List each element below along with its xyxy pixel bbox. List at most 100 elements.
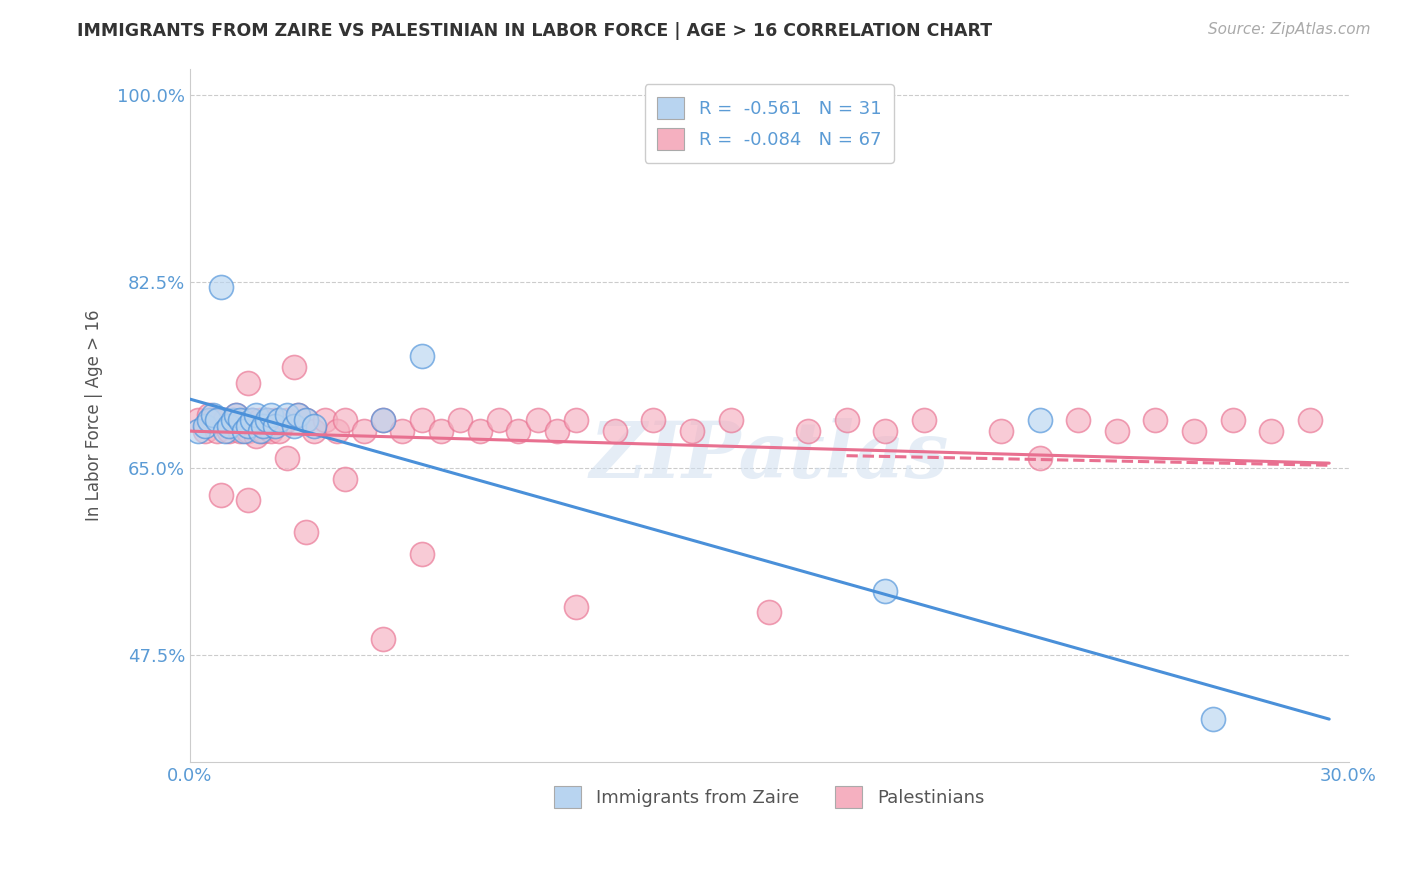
Point	[205, 413, 228, 427]
Point	[302, 424, 325, 438]
Point	[240, 413, 263, 427]
Point	[233, 424, 256, 438]
Point	[218, 424, 240, 438]
Point	[912, 413, 935, 427]
Text: Source: ZipAtlas.com: Source: ZipAtlas.com	[1208, 22, 1371, 37]
Point	[508, 424, 530, 438]
Point	[411, 413, 433, 427]
Point	[198, 408, 221, 422]
Point	[326, 424, 349, 438]
Point	[391, 424, 413, 438]
Point	[1260, 424, 1282, 438]
Point	[565, 413, 588, 427]
Point	[546, 424, 568, 438]
Point	[1202, 712, 1225, 726]
Point	[236, 424, 259, 438]
Point	[797, 424, 820, 438]
Point	[287, 408, 309, 422]
Point	[1182, 424, 1205, 438]
Point	[283, 360, 305, 375]
Point	[260, 424, 283, 438]
Point	[681, 424, 703, 438]
Point	[205, 424, 228, 438]
Point	[194, 418, 217, 433]
Point	[295, 413, 318, 427]
Point	[449, 413, 471, 427]
Point	[371, 413, 394, 427]
Point	[256, 413, 278, 427]
Point	[245, 429, 267, 443]
Point	[468, 424, 491, 438]
Point	[835, 413, 858, 427]
Point	[1028, 450, 1050, 465]
Point	[245, 408, 267, 422]
Point	[276, 450, 298, 465]
Point	[411, 547, 433, 561]
Point	[194, 424, 217, 438]
Point	[252, 424, 274, 438]
Point	[603, 424, 626, 438]
Point	[314, 413, 336, 427]
Point	[302, 418, 325, 433]
Point	[295, 413, 318, 427]
Point	[430, 424, 453, 438]
Point	[333, 472, 356, 486]
Point	[214, 424, 236, 438]
Point	[221, 413, 243, 427]
Point	[236, 376, 259, 391]
Point	[720, 413, 742, 427]
Point	[249, 424, 271, 438]
Point	[287, 408, 309, 422]
Point	[249, 413, 271, 427]
Text: IMMIGRANTS FROM ZAIRE VS PALESTINIAN IN LABOR FORCE | AGE > 16 CORRELATION CHART: IMMIGRANTS FROM ZAIRE VS PALESTINIAN IN …	[77, 22, 993, 40]
Point	[875, 584, 897, 599]
Point	[276, 408, 298, 422]
Point	[267, 413, 290, 427]
Point	[202, 408, 225, 422]
Point	[236, 418, 259, 433]
Point	[371, 632, 394, 647]
Point	[202, 413, 225, 427]
Point	[411, 350, 433, 364]
Point	[333, 413, 356, 427]
Point	[526, 413, 548, 427]
Point	[353, 424, 375, 438]
Point	[264, 418, 287, 433]
Y-axis label: In Labor Force | Age > 16: In Labor Force | Age > 16	[86, 310, 103, 521]
Point	[187, 424, 209, 438]
Point	[187, 413, 209, 427]
Point	[1144, 413, 1167, 427]
Point	[256, 413, 278, 427]
Point	[1028, 413, 1050, 427]
Point	[236, 493, 259, 508]
Point	[283, 418, 305, 433]
Point	[267, 424, 290, 438]
Point	[214, 413, 236, 427]
Point	[1299, 413, 1322, 427]
Point	[1067, 413, 1090, 427]
Point	[758, 606, 780, 620]
Point	[209, 488, 232, 502]
Point	[252, 418, 274, 433]
Point	[233, 413, 256, 427]
Point	[875, 424, 897, 438]
Point	[488, 413, 510, 427]
Point	[225, 408, 247, 422]
Point	[276, 413, 298, 427]
Point	[643, 413, 665, 427]
Point	[218, 418, 240, 433]
Point	[990, 424, 1012, 438]
Point	[240, 413, 263, 427]
Point	[198, 413, 221, 427]
Point	[260, 408, 283, 422]
Point	[264, 413, 287, 427]
Point	[225, 408, 247, 422]
Point	[1105, 424, 1128, 438]
Point	[221, 413, 243, 427]
Point	[229, 413, 252, 427]
Point	[1222, 413, 1244, 427]
Point	[565, 600, 588, 615]
Point	[229, 424, 252, 438]
Point	[209, 280, 232, 294]
Point	[295, 525, 318, 540]
